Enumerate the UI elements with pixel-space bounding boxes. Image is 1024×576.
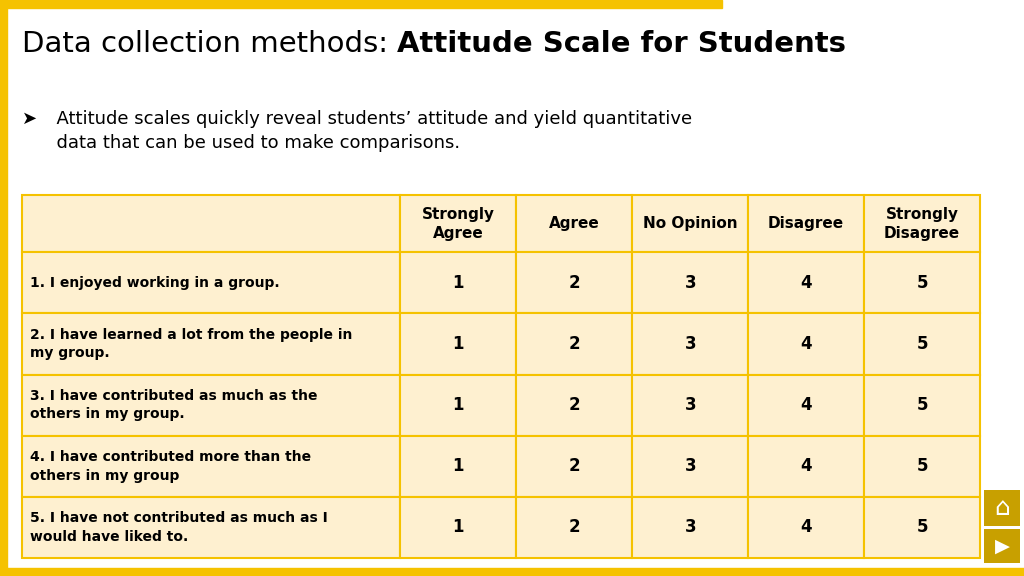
Text: 3: 3	[684, 457, 696, 475]
Bar	[632, 374, 749, 435]
Bar	[749, 374, 864, 435]
Bar	[22, 195, 400, 252]
Text: 3: 3	[684, 274, 696, 292]
Text: ➤: ➤	[22, 110, 37, 128]
Text: data that can be used to make comparisons.: data that can be used to make comparison…	[45, 134, 460, 152]
Bar	[864, 435, 980, 497]
Text: 1: 1	[453, 518, 464, 536]
Bar	[22, 313, 400, 374]
Bar	[22, 374, 400, 435]
Text: 3. I have contributed as much as the
others in my group.: 3. I have contributed as much as the oth…	[30, 389, 317, 422]
Text: 3: 3	[684, 518, 696, 536]
Text: No Opinion: No Opinion	[643, 216, 737, 231]
Bar	[400, 374, 516, 435]
Text: 5: 5	[916, 518, 928, 536]
Text: 2: 2	[568, 274, 581, 292]
Bar	[400, 497, 516, 558]
Bar	[0, 0, 7, 576]
Text: 5. I have not contributed as much as I
would have liked to.: 5. I have not contributed as much as I w…	[30, 511, 328, 544]
Text: 1: 1	[453, 335, 464, 353]
Bar	[984, 529, 1020, 563]
Bar	[22, 435, 400, 497]
Bar	[516, 252, 632, 313]
Text: Data collection methods:: Data collection methods:	[22, 30, 397, 58]
Text: 5: 5	[916, 274, 928, 292]
Text: 2: 2	[568, 335, 581, 353]
Text: 2. I have learned a lot from the people in
my group.: 2. I have learned a lot from the people …	[30, 328, 352, 360]
Bar	[400, 195, 516, 252]
Text: 2: 2	[568, 396, 581, 414]
Bar	[864, 195, 980, 252]
Text: 4: 4	[801, 518, 812, 536]
Text: Attitude scales quickly reveal students’ attitude and yield quantitative: Attitude scales quickly reveal students’…	[45, 110, 692, 128]
Bar	[400, 252, 516, 313]
Bar	[864, 374, 980, 435]
Bar	[749, 435, 864, 497]
Bar	[400, 313, 516, 374]
Text: Disagree: Disagree	[768, 216, 844, 231]
Bar	[632, 435, 749, 497]
Bar	[400, 435, 516, 497]
Text: 5: 5	[916, 335, 928, 353]
Bar	[749, 252, 864, 313]
Text: Agree: Agree	[549, 216, 600, 231]
Text: 2: 2	[568, 457, 581, 475]
Bar	[516, 435, 632, 497]
Bar	[749, 195, 864, 252]
Text: 2: 2	[568, 518, 581, 536]
Bar	[984, 490, 1020, 526]
Text: 4: 4	[801, 457, 812, 475]
Bar	[632, 195, 749, 252]
Text: 3: 3	[684, 335, 696, 353]
Bar	[864, 313, 980, 374]
Bar	[864, 497, 980, 558]
Bar	[516, 313, 632, 374]
Bar	[516, 195, 632, 252]
Text: 4: 4	[801, 396, 812, 414]
Text: 5: 5	[916, 396, 928, 414]
Bar	[0, 0, 722, 8]
Text: 1: 1	[453, 457, 464, 475]
Bar	[516, 497, 632, 558]
Text: Strongly
Agree: Strongly Agree	[422, 207, 495, 241]
Bar	[0, 568, 1024, 576]
Text: 5: 5	[916, 457, 928, 475]
Bar	[516, 374, 632, 435]
Text: 4. I have contributed more than the
others in my group: 4. I have contributed more than the othe…	[30, 450, 311, 483]
Bar	[749, 313, 864, 374]
Bar	[22, 497, 400, 558]
Bar	[632, 252, 749, 313]
Bar	[864, 252, 980, 313]
Text: 1: 1	[453, 274, 464, 292]
Bar	[22, 252, 400, 313]
Text: ▶: ▶	[994, 536, 1010, 555]
Text: 1. I enjoyed working in a group.: 1. I enjoyed working in a group.	[30, 276, 280, 290]
Text: 4: 4	[801, 335, 812, 353]
Bar	[632, 313, 749, 374]
Bar	[749, 497, 864, 558]
Text: Strongly
Disagree: Strongly Disagree	[884, 207, 961, 241]
Bar	[632, 497, 749, 558]
Text: ⌂: ⌂	[994, 496, 1010, 520]
Text: 4: 4	[801, 274, 812, 292]
Text: 1: 1	[453, 396, 464, 414]
Text: 3: 3	[684, 396, 696, 414]
Text: Attitude Scale for Students: Attitude Scale for Students	[397, 30, 846, 58]
